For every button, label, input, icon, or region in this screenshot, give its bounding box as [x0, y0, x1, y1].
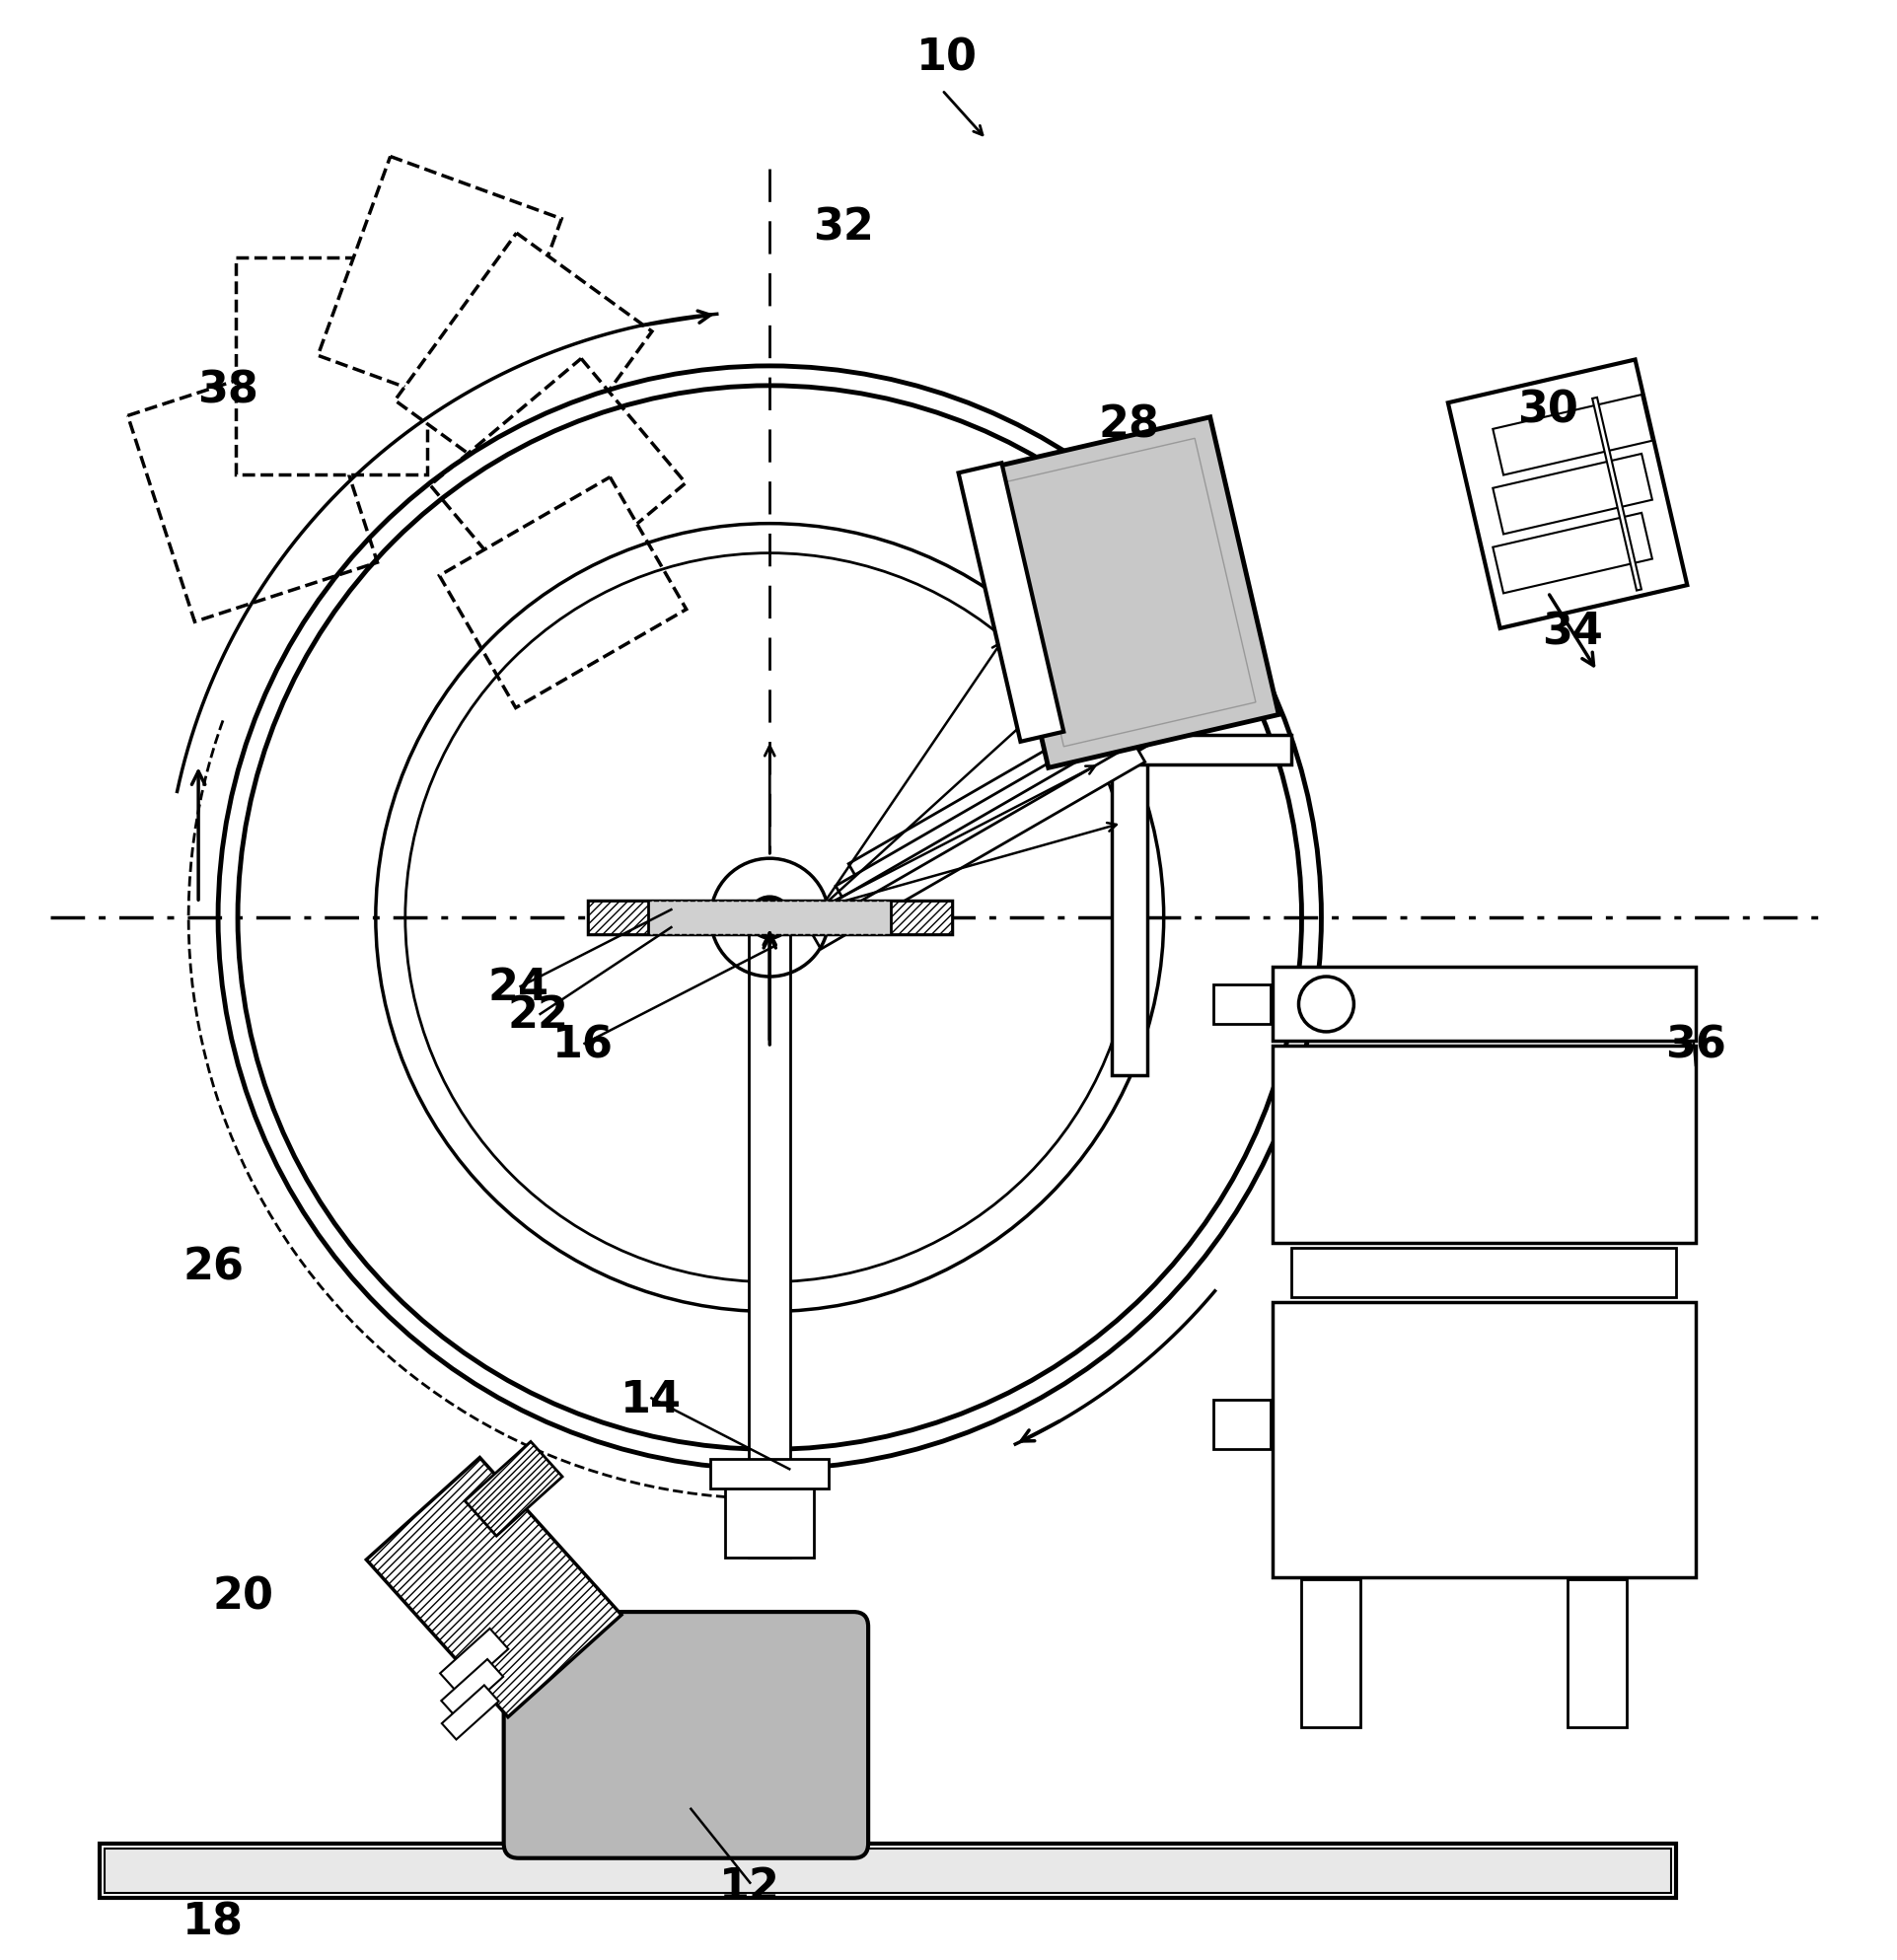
Bar — [1273, 1301, 1696, 1578]
Text: 22: 22 — [508, 996, 569, 1037]
FancyBboxPatch shape — [823, 721, 1157, 927]
Bar — [1567, 1580, 1628, 1727]
FancyBboxPatch shape — [442, 1686, 499, 1740]
Text: 18: 18 — [182, 1901, 243, 1944]
Circle shape — [747, 896, 791, 939]
Bar — [711, 1458, 829, 1490]
FancyBboxPatch shape — [319, 157, 562, 417]
Bar — [588, 902, 952, 935]
Bar — [1212, 1399, 1271, 1448]
FancyBboxPatch shape — [848, 676, 1184, 882]
Bar — [101, 1842, 1675, 1897]
Text: 10: 10 — [916, 37, 977, 80]
Text: 38: 38 — [197, 368, 258, 412]
Bar — [588, 902, 649, 935]
Bar — [725, 1480, 814, 1558]
FancyBboxPatch shape — [465, 1441, 562, 1537]
FancyBboxPatch shape — [366, 1458, 622, 1717]
Bar — [647, 902, 893, 935]
FancyBboxPatch shape — [979, 417, 1279, 768]
FancyBboxPatch shape — [1447, 359, 1686, 629]
FancyBboxPatch shape — [395, 233, 653, 498]
Text: 32: 32 — [814, 206, 875, 249]
FancyBboxPatch shape — [1493, 514, 1652, 594]
Bar — [1292, 1247, 1675, 1298]
FancyBboxPatch shape — [442, 1660, 503, 1719]
FancyBboxPatch shape — [1004, 439, 1256, 747]
FancyBboxPatch shape — [440, 476, 687, 708]
Text: 14: 14 — [620, 1380, 683, 1421]
Bar — [1273, 966, 1696, 1041]
Text: 30: 30 — [1518, 388, 1578, 431]
Bar — [104, 1848, 1671, 1893]
Text: 12: 12 — [719, 1866, 780, 1909]
Text: 20: 20 — [212, 1576, 273, 1619]
Bar — [1212, 984, 1271, 1023]
FancyBboxPatch shape — [235, 257, 427, 474]
Bar — [1095, 735, 1292, 764]
Text: 34: 34 — [1542, 612, 1603, 653]
Bar — [1301, 1580, 1360, 1727]
FancyBboxPatch shape — [1493, 394, 1652, 474]
FancyBboxPatch shape — [958, 463, 1064, 741]
FancyBboxPatch shape — [505, 1611, 869, 1858]
FancyBboxPatch shape — [127, 357, 378, 621]
FancyBboxPatch shape — [837, 700, 1170, 906]
Text: 16: 16 — [552, 1025, 613, 1066]
Bar — [749, 935, 791, 1558]
Text: 24: 24 — [488, 966, 548, 1009]
FancyBboxPatch shape — [440, 1629, 508, 1693]
Text: 36: 36 — [1666, 1025, 1726, 1066]
FancyBboxPatch shape — [431, 359, 685, 610]
Text: 28: 28 — [1098, 404, 1159, 447]
FancyBboxPatch shape — [1592, 398, 1641, 590]
Bar — [892, 902, 952, 935]
Text: 26: 26 — [182, 1247, 243, 1288]
Bar — [1112, 760, 1148, 1074]
FancyBboxPatch shape — [1493, 453, 1652, 535]
Bar — [1273, 1045, 1696, 1243]
FancyBboxPatch shape — [810, 743, 1146, 949]
